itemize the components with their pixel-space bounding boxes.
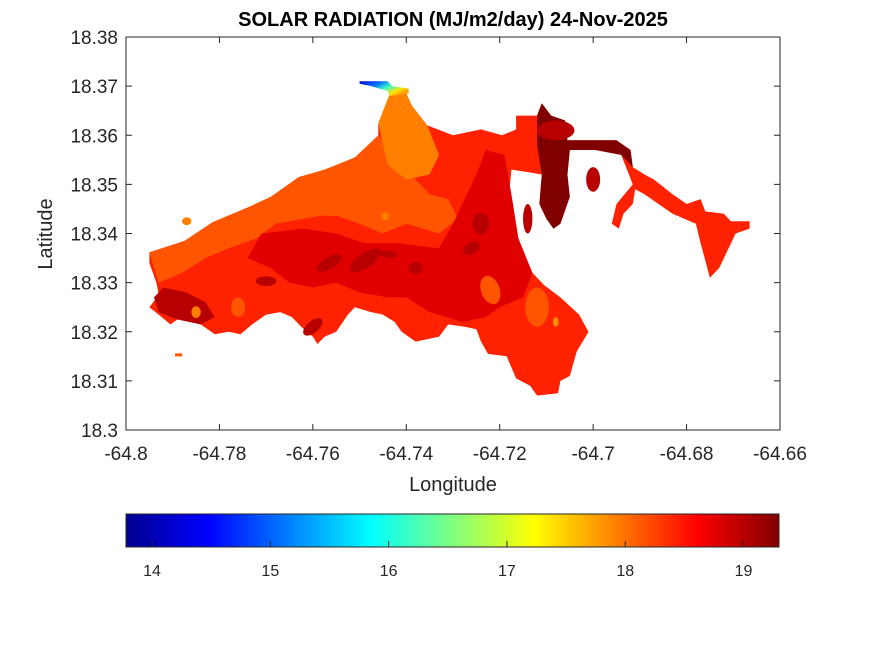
- orange-north-lobe-region: [378, 93, 439, 180]
- dark-red-blob: [255, 276, 277, 287]
- dark-red-blob: [472, 212, 490, 235]
- dark-red-blob: [303, 318, 323, 336]
- dark-red-blob: [316, 254, 342, 272]
- dark-red-blob: [537, 120, 575, 141]
- orange-light-blob: [191, 306, 201, 318]
- y-tick-label: 18.34: [70, 225, 118, 246]
- colorbar-tick-label: 14: [143, 563, 161, 580]
- dark-red-blob: [523, 204, 533, 234]
- orange-light-blob: [182, 217, 192, 226]
- x-tick-label: -64.74: [379, 444, 433, 465]
- contour-blobs: [175, 81, 601, 357]
- colorbar-tick-label: 19: [735, 563, 753, 580]
- isolated-cell: [175, 353, 183, 357]
- x-axis: -64.8 -64.78 -64.76 -64.74 -64.72 -64.7 -64.68…: [104, 37, 807, 465]
- y-tick-label: 18.3: [81, 421, 118, 442]
- x-tick-label: -64.8: [104, 444, 147, 465]
- dark-red-blob: [586, 167, 601, 192]
- colorbar-tick-label: 15: [261, 563, 279, 580]
- y-axis: 18.3 18.31 18.32 18.33 18.34 18.35 18.36 18.37 1…: [70, 28, 780, 442]
- x-tick-label: -64.72: [473, 444, 527, 465]
- orange-light-blob: [552, 317, 559, 327]
- orange-blob: [480, 275, 501, 305]
- colorbar-tick-label: 16: [380, 563, 398, 580]
- dark-red-blob: [350, 248, 381, 273]
- colorbar-gradient: [125, 513, 780, 548]
- low-value-northern-tip: [359, 81, 409, 96]
- plot-area: [149, 81, 750, 396]
- orange-blob: [315, 201, 348, 217]
- dark-red-blob: [463, 241, 481, 256]
- orange-blob: [231, 297, 246, 318]
- x-axis-label: Longitude: [409, 474, 497, 496]
- orange-light-blob: [381, 212, 390, 221]
- colorbar-ticks: 14 15 16 17 18 19: [143, 541, 753, 580]
- y-tick-label: 18.37: [70, 77, 118, 98]
- y-axis-label: Latitude: [35, 198, 57, 269]
- y-tick-label: 18.38: [70, 28, 118, 49]
- colorbar-tick-label: 18: [616, 563, 634, 580]
- chart-title: SOLAR RADIATION (MJ/m2/day) 24-Nov-2025: [238, 9, 668, 31]
- contour-regions: [149, 93, 750, 396]
- x-tick-label: -64.66: [753, 444, 807, 465]
- x-tick-label: -64.7: [571, 444, 614, 465]
- y-tick-label: 18.36: [70, 126, 118, 147]
- red-central-core-region: [247, 150, 533, 322]
- y-tick-label: 18.32: [70, 323, 118, 344]
- maroon-blob: [539, 145, 559, 165]
- y-tick-label: 18.31: [70, 372, 118, 393]
- orange-west-band-region: [149, 135, 458, 283]
- dark-red-blob: [378, 250, 397, 258]
- dark-red-blob: [408, 261, 423, 274]
- orange-blob: [525, 287, 549, 327]
- x-tick-label: -64.78: [192, 444, 246, 465]
- y-tick-label: 18.35: [70, 175, 118, 196]
- colorbar-tick-label: 17: [498, 563, 516, 580]
- y-tick-label: 18.33: [70, 274, 118, 295]
- x-tick-label: -64.68: [660, 444, 714, 465]
- x-tick-label: -64.76: [286, 444, 340, 465]
- colorbar: 14 15 16 17 18 19: [125, 513, 780, 580]
